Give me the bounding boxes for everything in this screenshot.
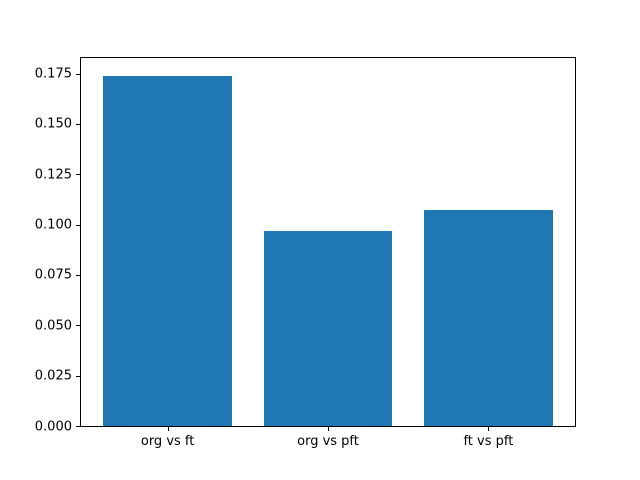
bar-org-vs-pft [263, 230, 393, 426]
y-tick-label: 0.050 [34, 318, 72, 334]
y-tick-label: 0.025 [34, 368, 72, 384]
bar-org-vs-ft [103, 75, 232, 426]
plot-area [80, 57, 576, 427]
y-tick-mark [76, 123, 80, 125]
y-tick-mark [76, 325, 80, 327]
x-tick-label-ft-vs-pft: ft vs pft [463, 434, 514, 449]
x-tick-label-org-vs-ft: org vs ft [140, 434, 195, 449]
x-tick-label-org-vs-pft: org vs pft [297, 434, 359, 449]
y-tick-mark [76, 73, 80, 75]
x-tick-mark [167, 427, 169, 431]
x-tick-mark [488, 427, 490, 431]
y-tick-mark [76, 375, 80, 377]
y-tick-label: 0.075 [34, 267, 72, 283]
y-tick-label: 0.100 [34, 217, 72, 233]
y-tick-mark [76, 224, 80, 226]
y-tick-label: 0.150 [34, 116, 72, 132]
x-tick-mark [328, 427, 329, 431]
y-tick-label: 0.000 [34, 419, 72, 434]
y-tick-mark [76, 426, 80, 427]
y-tick-label: 0.125 [34, 167, 72, 183]
y-tick-mark [76, 274, 80, 276]
y-tick-mark [76, 174, 80, 176]
bar-ft-vs-pft [424, 210, 553, 426]
y-tick-label: 0.175 [34, 66, 72, 82]
